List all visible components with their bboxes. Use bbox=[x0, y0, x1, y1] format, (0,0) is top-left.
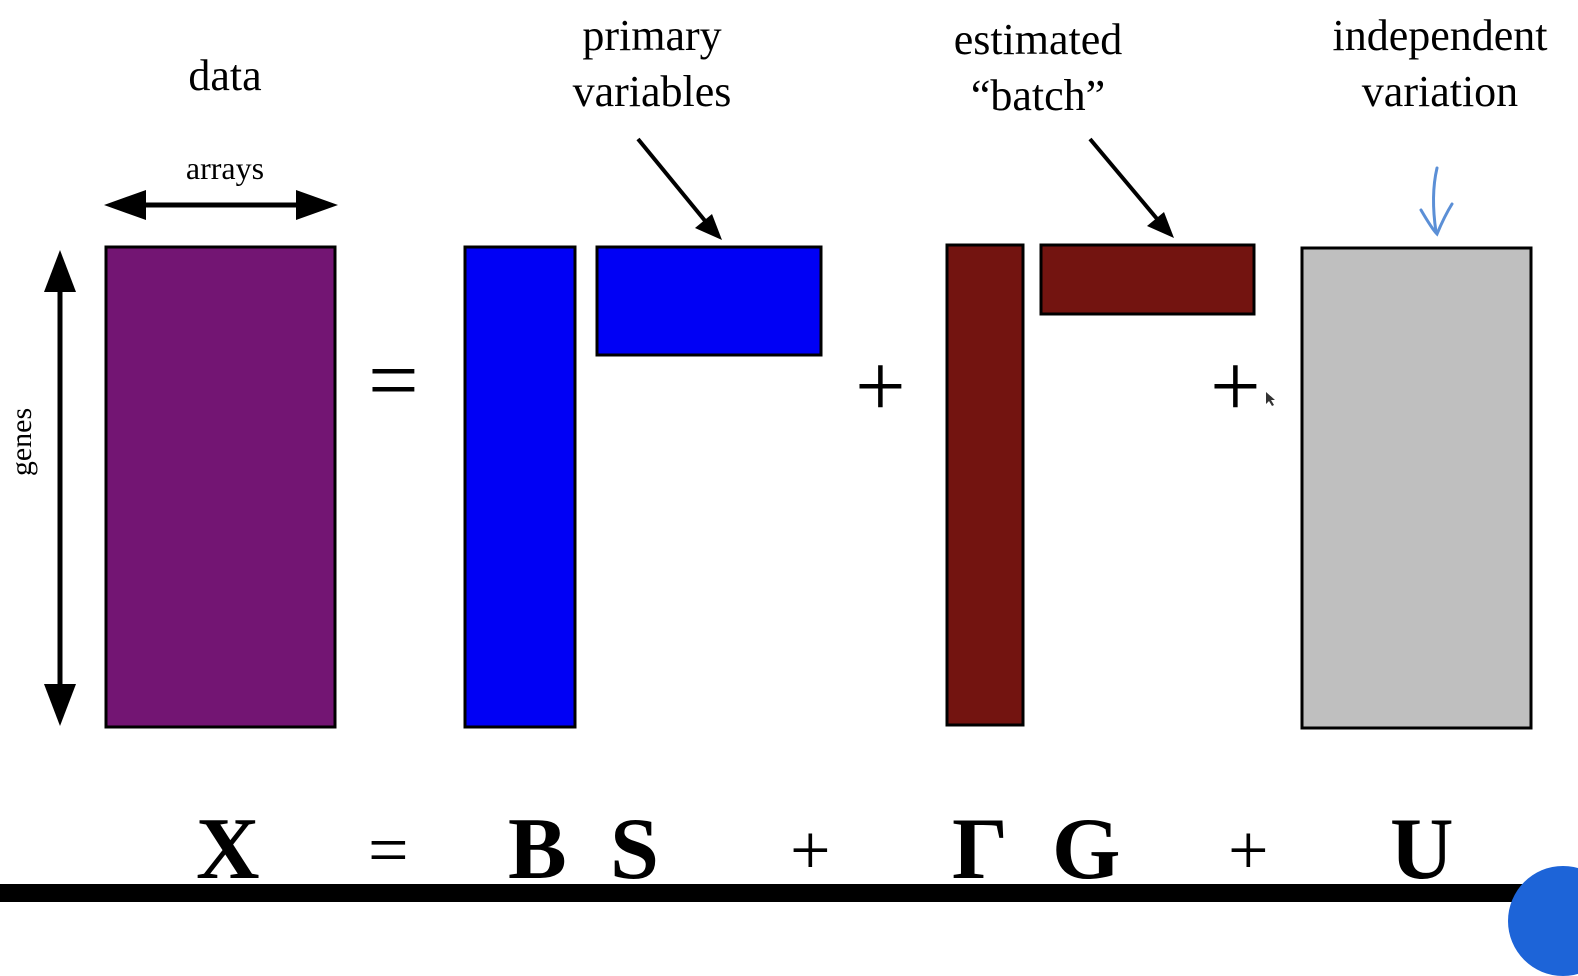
diagram-stage: data arrays genes primary variables esti… bbox=[0, 11, 1578, 976]
label-genes: genes bbox=[5, 407, 38, 477]
label-primary-variables: primary variables bbox=[572, 11, 732, 116]
bottom-bar bbox=[0, 884, 1578, 902]
plus-operator-1: + bbox=[855, 337, 906, 436]
batch-gamma-matrix bbox=[945, 243, 1025, 727]
mouse-cursor-icon bbox=[1266, 392, 1275, 406]
batch-g-matrix bbox=[1039, 243, 1256, 316]
plus-operator-2: + bbox=[1210, 337, 1261, 436]
data-matrix bbox=[104, 245, 337, 729]
equation-plus-1: + bbox=[790, 810, 831, 890]
label-arrays: arrays bbox=[185, 150, 265, 186]
genes-arrow bbox=[44, 250, 76, 726]
equation-plus-2: + bbox=[1228, 810, 1269, 890]
primary-b-matrix bbox=[463, 245, 577, 729]
diagram-shapes bbox=[44, 137, 1533, 730]
equation-x: X bbox=[196, 801, 260, 898]
arrays-arrow bbox=[104, 190, 338, 220]
equation-u: U bbox=[1390, 801, 1454, 898]
equation-gamma: Γ bbox=[952, 801, 1008, 898]
equation-b: B bbox=[508, 801, 567, 898]
label-data: data bbox=[188, 51, 262, 100]
equals-operator: = bbox=[368, 331, 419, 430]
equation-equals: = bbox=[368, 810, 409, 890]
handwritten-arrow bbox=[1419, 166, 1454, 237]
equation-g: G bbox=[1052, 801, 1121, 898]
batch-pointer-arrow bbox=[1088, 137, 1174, 238]
primary-pointer-arrow bbox=[636, 137, 722, 240]
equation-s: S bbox=[610, 801, 659, 898]
primary-s-matrix bbox=[595, 245, 823, 357]
independent-u-matrix bbox=[1300, 246, 1533, 730]
label-estimated-batch: estimated “batch” bbox=[953, 15, 1123, 120]
label-independent-variation: independent variation bbox=[1332, 11, 1548, 116]
